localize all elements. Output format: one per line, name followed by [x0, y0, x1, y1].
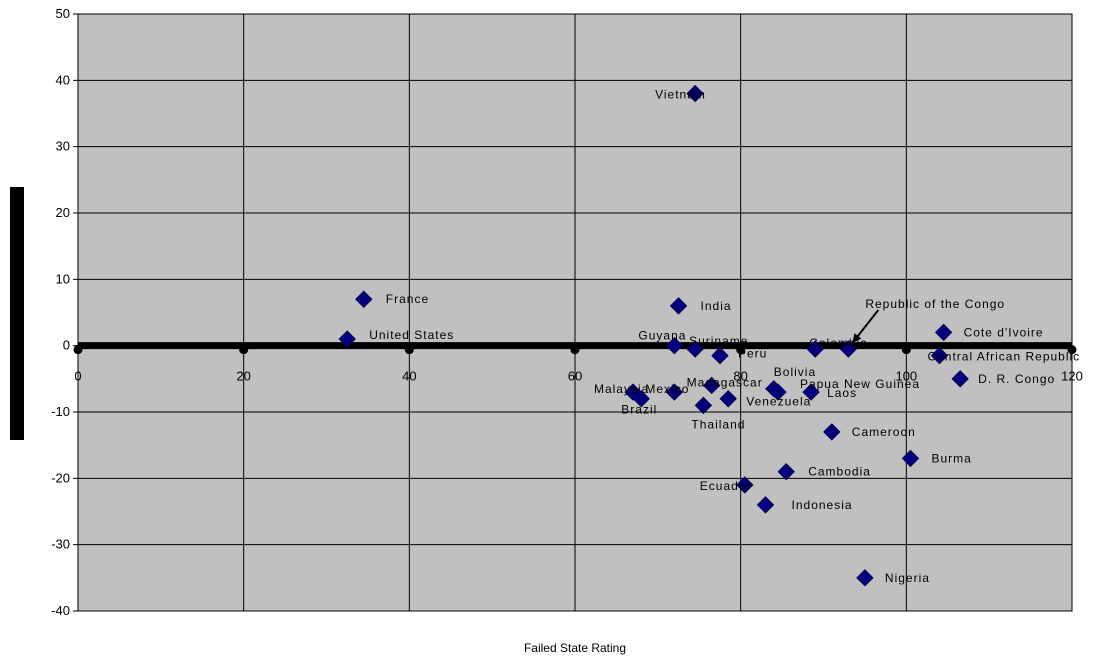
data-points — [338, 84, 969, 587]
data-point — [665, 336, 684, 355]
point-label: Venezuela — [746, 395, 811, 409]
point-label: Central African Republic — [927, 350, 1080, 364]
data-point — [769, 383, 787, 401]
point-label: Thailand — [691, 417, 745, 431]
data-point — [711, 346, 729, 365]
point-label: D. R. Congo — [978, 372, 1055, 386]
point-label: United States — [369, 328, 454, 342]
x-tick-label: 40 — [402, 369, 416, 384]
data-point — [694, 396, 713, 415]
data-point — [702, 376, 721, 395]
data-point — [823, 423, 841, 441]
data-point — [806, 340, 824, 358]
y-tick-label: 20 — [56, 205, 70, 220]
data-point — [669, 297, 688, 315]
y-tick-label: 40 — [56, 72, 70, 87]
y-tick-label: 50 — [56, 6, 70, 21]
data-point — [777, 462, 795, 481]
point-label: Brazil — [621, 403, 657, 417]
data-point — [802, 383, 820, 401]
point-label: Laos — [827, 386, 857, 400]
data-point — [839, 340, 858, 358]
data-point — [686, 84, 704, 103]
point-label: Ecuador — [700, 479, 752, 493]
data-point — [338, 330, 356, 348]
y-tick-label: -20 — [51, 470, 70, 485]
point-label: Burma — [931, 451, 971, 465]
point-label: Nigeria — [885, 571, 930, 585]
data-point — [736, 476, 754, 494]
point-label: Indonesia — [792, 498, 853, 512]
data-point — [901, 449, 920, 468]
point-label: Republic of the Congo — [865, 297, 1005, 311]
data-point — [756, 496, 775, 514]
x-tick-label: 100 — [895, 369, 917, 384]
point-label: France — [386, 292, 429, 306]
data-point — [856, 569, 874, 587]
x-tick-label: 80 — [733, 369, 747, 384]
point-label: Cameroon — [852, 425, 916, 439]
annotation-arrow — [851, 309, 880, 344]
point-label: Papua New Guinea — [800, 377, 920, 391]
y-tick-label: -10 — [51, 404, 70, 419]
point-label: Colombia — [809, 336, 868, 350]
data-point — [632, 390, 650, 408]
point-label: Peru — [738, 347, 767, 361]
data-point — [355, 290, 373, 308]
data-point — [951, 370, 969, 388]
point-label: Cambodia — [808, 465, 871, 479]
point-label: Madagascar — [687, 375, 763, 389]
x-tick-label: 60 — [568, 369, 582, 384]
x-axis-label: Failed State Rating — [524, 641, 626, 655]
point-label: Guyana — [638, 329, 686, 343]
y-axis-ticks: 50 40 30 20 10 0 -10 -20 -30 -40 — [51, 6, 78, 618]
y-tick-label: -30 — [51, 537, 70, 552]
point-label: Mexico — [645, 382, 689, 396]
arrow-head — [852, 333, 862, 343]
y-axis-title-bar — [10, 187, 24, 440]
x-tick-label: 120 — [1061, 369, 1083, 384]
point-label: Cote d'Ivoire — [964, 325, 1044, 339]
point-label: Bolivia — [774, 365, 816, 379]
data-point — [686, 340, 704, 358]
data-point — [930, 346, 949, 365]
data-point — [665, 383, 684, 401]
point-label: Suriname — [689, 334, 748, 348]
y-tick-label: 30 — [56, 139, 70, 154]
y-tick-label: 10 — [56, 271, 70, 286]
point-label: Vietnam — [655, 88, 706, 102]
point-labels: Vietnam France United States India Guyana Sur… — [369, 88, 1080, 585]
x-tick-label: 20 — [236, 369, 250, 384]
data-point — [934, 323, 953, 342]
y-tick-label: 0 — [63, 338, 70, 353]
x-tick-label: 0 — [74, 369, 81, 384]
x-axis-ticks: 0 20 40 60 80 100 120 — [74, 345, 1083, 384]
data-point — [719, 390, 737, 408]
point-label: Malaysia — [594, 382, 649, 396]
y-tick-label: -40 — [51, 603, 70, 618]
grid — [78, 14, 1072, 611]
point-label: India — [701, 299, 732, 313]
